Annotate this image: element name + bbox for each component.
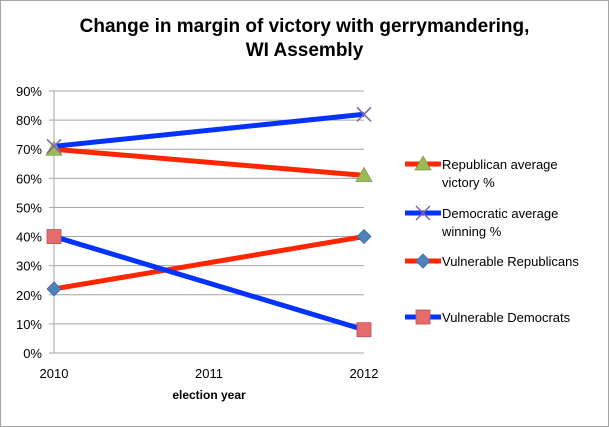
legend-label: Republican average (442, 157, 558, 172)
y-tick-label: 80% (16, 113, 42, 128)
x-marker-stroke (356, 106, 372, 122)
legend-label: Vulnerable Republicans (442, 254, 579, 269)
legend-label: Democratic average (442, 206, 558, 221)
y-tick-label: 0% (23, 346, 42, 361)
legend-marker (415, 309, 431, 325)
x-marker-stroke (415, 205, 431, 221)
legend-label: victory % (442, 175, 495, 190)
legend-marker (415, 253, 431, 269)
chart-title: Change in margin of victory with gerryma… (1, 15, 608, 63)
y-tick-label: 90% (16, 84, 42, 99)
legend-marker (415, 205, 431, 221)
series-line (53, 234, 365, 333)
x-tick-label: 2012 (350, 366, 379, 381)
y-tick-label: 50% (16, 200, 42, 215)
y-tick-label: 10% (16, 317, 42, 332)
y-tick-label: 70% (16, 142, 42, 157)
series-line (53, 146, 365, 178)
data-point-marker (356, 322, 372, 338)
legend-marker (414, 155, 432, 171)
data-point-marker (45, 140, 63, 156)
x-marker-stroke (46, 138, 62, 154)
y-tick-label: 20% (16, 288, 42, 303)
chart-title-line1: Change in margin of victory with gerryma… (79, 16, 530, 37)
x-tick-label: 2010 (40, 366, 69, 381)
x-tick-label: 2011 (195, 366, 223, 381)
data-point-marker (46, 229, 62, 244)
y-tick-label: 60% (16, 171, 42, 186)
data-point-marker (356, 228, 372, 245)
data-point-marker (46, 138, 62, 154)
series-line (53, 234, 365, 292)
series-line (53, 111, 365, 149)
legend-label: winning % (441, 224, 502, 239)
x-axis-label: election year (172, 388, 246, 402)
y-tick-label: 30% (16, 259, 42, 274)
chart-title-line2: WI Assembly (245, 40, 364, 61)
data-point-marker (356, 106, 372, 122)
data-point-marker (355, 166, 373, 182)
y-tick-label: 40% (16, 230, 42, 245)
data-point-marker (46, 281, 62, 297)
legend-label: Vulnerable Democrats (442, 310, 571, 325)
